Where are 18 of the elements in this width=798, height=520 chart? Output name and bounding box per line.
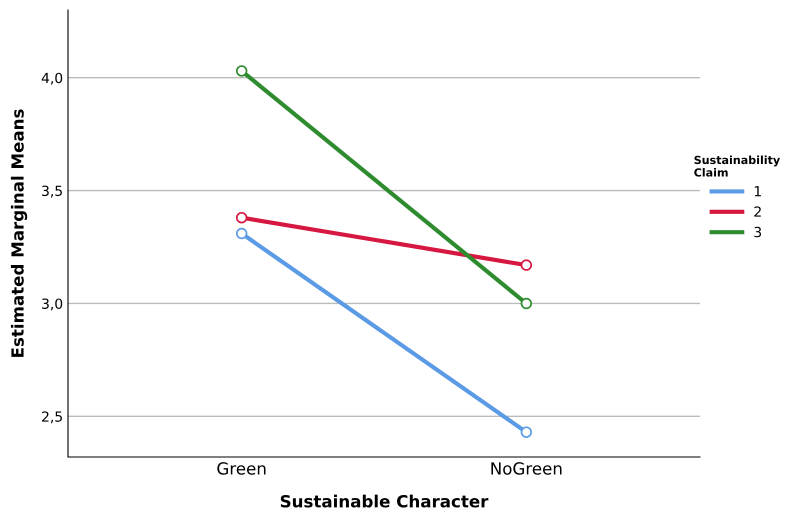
legend-label: 3: [754, 226, 762, 238]
y-axis-title: Estimated Marginal Means: [10, 109, 28, 357]
x-axis-title: Sustainable Character: [280, 494, 488, 508]
x-tick-label: Green: [217, 462, 266, 475]
y-tick-label: 3,5: [42, 186, 62, 198]
x-tick-label: NoGreen: [491, 462, 562, 475]
point: [520, 298, 532, 310]
y-tick-label: 4,0: [42, 72, 62, 85]
legend-title: Sustainability Claim: [694, 156, 780, 177]
point: [236, 228, 248, 240]
point: [520, 426, 532, 438]
y-tick-label: 2,5: [42, 411, 62, 424]
point: [520, 259, 532, 271]
y-tick-label: 3,0: [42, 298, 62, 310]
point: [236, 65, 248, 77]
legend-label: 2: [754, 206, 761, 217]
legend-label: 1: [754, 186, 761, 196]
point: [236, 212, 248, 224]
